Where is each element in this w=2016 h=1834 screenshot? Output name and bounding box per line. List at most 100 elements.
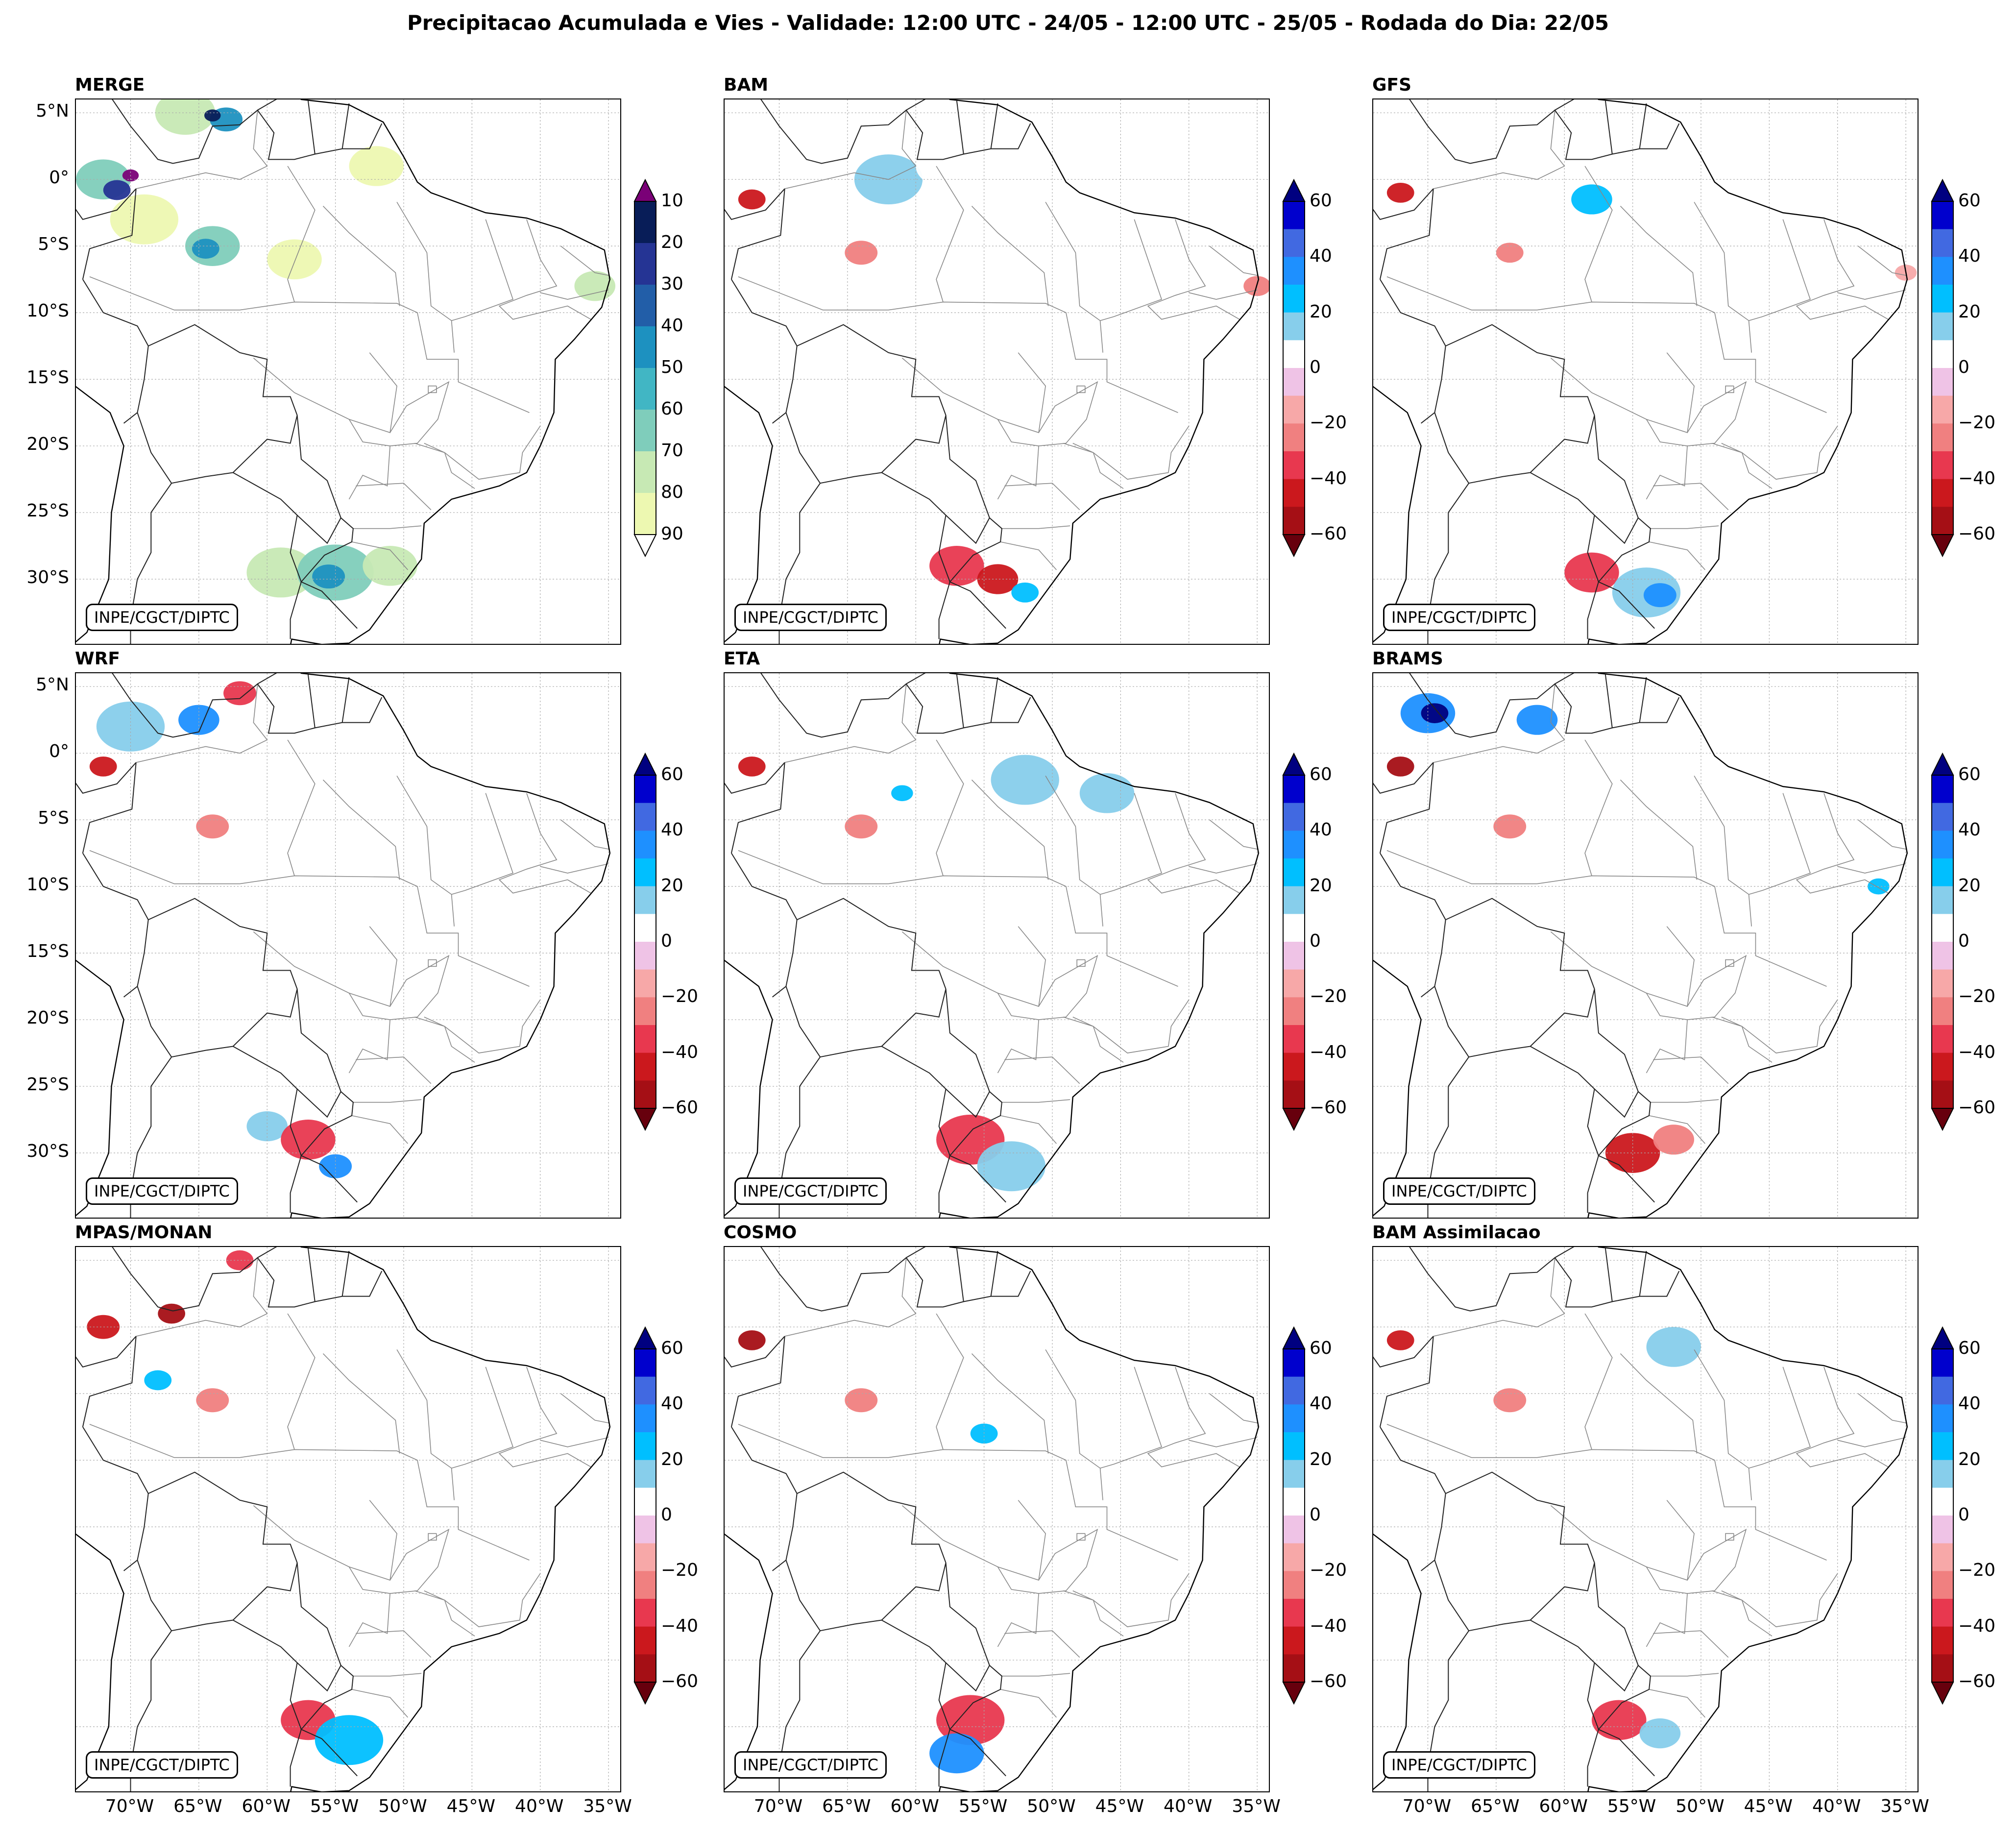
state-border	[1063, 1573, 1190, 1627]
state-border	[1045, 1349, 1103, 1500]
state-border	[356, 483, 432, 511]
map-canvas	[76, 673, 620, 1218]
state-border	[936, 166, 964, 302]
colorbar-segment	[634, 285, 656, 327]
country-border	[760, 673, 780, 700]
country-border	[725, 188, 785, 220]
state-border	[389, 1528, 450, 1594]
state-border	[424, 1016, 475, 1063]
field-blob	[1386, 1330, 1414, 1350]
colorbar-segment	[1283, 1460, 1305, 1488]
state-border	[1001, 1673, 1070, 1677]
country-border	[112, 99, 131, 126]
colorbar-segment	[1932, 201, 1953, 230]
state-border	[540, 290, 609, 300]
state-border	[396, 1349, 455, 1500]
country-border	[1530, 472, 1639, 544]
colorbar-tick-label: 70	[661, 440, 683, 461]
colorbar-graphic	[1931, 752, 1954, 1131]
colorbar-segment	[1283, 1376, 1305, 1405]
state-border	[1100, 219, 1163, 321]
map-canvas	[1373, 99, 1918, 644]
state-border	[1000, 541, 1057, 570]
colorbar-tick-label: −60	[1310, 1098, 1347, 1118]
colorbar-segment	[1932, 1460, 1953, 1488]
country-border	[990, 103, 998, 149]
colorbar-bias	[1931, 178, 1954, 558]
country-border	[123, 1493, 149, 1571]
state-border	[287, 166, 316, 302]
colorbar-tick-label: 0	[661, 931, 672, 951]
field-blob	[158, 1303, 185, 1324]
coastline	[1373, 959, 1422, 1217]
country-border	[760, 1247, 780, 1274]
colorbar-segment	[1283, 775, 1305, 804]
state-border	[1837, 290, 1906, 300]
field-blob	[929, 546, 984, 586]
map-panel-bamassim: INPE/CGCT/DIPTC	[1372, 1246, 1919, 1792]
colorbar-segment	[1283, 1432, 1305, 1461]
state-border	[353, 1673, 422, 1677]
figure-title: Precipitacao Acumulada e Vies - Validade…	[407, 11, 1609, 35]
country-border	[1587, 515, 1599, 582]
state-border	[424, 1590, 475, 1637]
colorbar-tick-label: −40	[1310, 468, 1347, 489]
state-border	[784, 1257, 917, 1337]
state-border	[1550, 352, 1695, 433]
state-border	[1001, 525, 1070, 529]
colorbar-extend-min	[633, 534, 657, 558]
country-border	[341, 677, 350, 723]
country-border	[290, 1663, 302, 1730]
lon-tick-label: 45°W	[1744, 1796, 1793, 1816]
state-border	[136, 1257, 268, 1337]
credit-label: INPE/CGCT/DIPTC	[734, 1177, 887, 1205]
state-border	[1687, 954, 1747, 1020]
map-canvas	[1373, 1247, 1918, 1791]
lon-tick-label: 65°W	[1471, 1796, 1520, 1816]
state-border	[498, 219, 591, 320]
colorbar-segment	[634, 1626, 656, 1655]
state-border	[997, 1566, 1039, 1647]
state-border	[936, 739, 964, 876]
colorbar-tick-label: 20	[1310, 301, 1332, 322]
state-border	[1712, 1573, 1838, 1627]
state-border	[1650, 1673, 1719, 1677]
colorbar-tick-label: −20	[1958, 413, 1995, 433]
state-border	[287, 1313, 316, 1450]
state-border	[136, 684, 268, 763]
colorbar-tick-label: 50	[661, 357, 683, 377]
country-border	[1587, 1663, 1599, 1730]
country-border	[123, 345, 149, 424]
state-border	[498, 1367, 591, 1467]
field-blob	[845, 814, 878, 839]
panel-title-wrf: WRF	[75, 649, 121, 669]
lat-tick-label: 0°	[49, 741, 69, 762]
country-border	[76, 762, 137, 794]
colorbar-segment	[1932, 942, 1953, 970]
colorbar-extend-min	[1931, 534, 1954, 558]
map-canvas	[76, 99, 620, 644]
colorbar-segment	[1283, 1626, 1305, 1655]
colorbar-segment	[1932, 1432, 1953, 1461]
field-blob	[1386, 756, 1414, 777]
country-border	[1530, 415, 1595, 473]
colorbar-segment	[634, 1432, 656, 1461]
state-border	[348, 419, 390, 500]
state-border	[901, 926, 1046, 1007]
country-border	[1604, 100, 1613, 154]
country-border	[990, 677, 998, 723]
colorbar-tick-label: 60	[1958, 1338, 1981, 1358]
country-border	[820, 1046, 882, 1058]
colorbar-tick-label: 0	[1310, 357, 1321, 377]
country-border	[233, 472, 341, 544]
field-blob	[110, 194, 179, 245]
country-border	[76, 188, 137, 220]
colorbar-tick-label: −40	[1958, 1042, 1995, 1062]
state-border	[1653, 1630, 1729, 1658]
map-panel-cosmo: INPE/CGCT/DIPTC	[724, 1246, 1270, 1792]
lon-tick-label: 35°W	[583, 1796, 632, 1816]
colorbar-segment	[1283, 1654, 1305, 1683]
country-border	[772, 919, 798, 998]
colorbar-segment	[634, 1025, 656, 1053]
coastline	[1587, 673, 1908, 1218]
